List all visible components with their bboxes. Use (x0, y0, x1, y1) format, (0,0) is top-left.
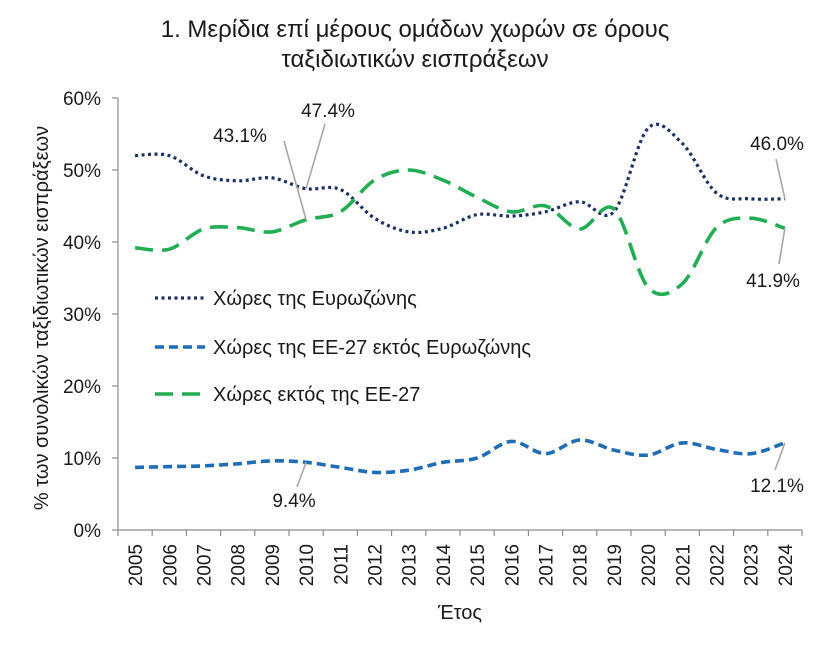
series-group (134, 122, 786, 475)
x-tick-label: 2012 (366, 544, 387, 586)
x-tick-label: 2015 (468, 544, 489, 586)
x-tick-label: 2007 (195, 544, 216, 586)
x-tick-label: 2006 (160, 544, 181, 586)
series-line-non-eu27 (134, 168, 786, 297)
x-tick-label: 2019 (605, 544, 626, 586)
x-tick-label: 2017 (537, 544, 558, 586)
axes: 0% 10% 20% 30% 40% 50% 60% 2005 2006 2007 2008 2009… (63, 89, 803, 587)
series-line-eu27-non-eurozone (135, 438, 786, 475)
y-tick-label: 50% (63, 161, 101, 182)
data-label: 9.4% (272, 491, 315, 512)
x-tick-label: 2005 (126, 544, 147, 586)
data-label-leader-line (778, 228, 786, 265)
data-label: 46.0% (750, 134, 804, 155)
x-tick-label: 2021 (673, 544, 694, 586)
x-tick-label: 2008 (229, 544, 250, 586)
legend-label: Χώρες της Ευρωζώνης (213, 288, 417, 310)
x-tick-label: 2024 (776, 544, 797, 587)
data-label-leader-line (305, 123, 326, 189)
legend-label: Χώρες της ΕΕ-27 εκτός Ευρωζώνης (213, 337, 531, 359)
data-labels: 43.1% 47.4% 46.0% 41.9% 9.4% 12.1% (213, 101, 804, 512)
x-tick-label: 2023 (742, 544, 763, 586)
y-tick-label: 20% (63, 377, 101, 398)
legend-item: Χώρες της ΕΕ-27 εκτός Ευρωζώνης (155, 337, 531, 359)
y-tick-label: 40% (63, 233, 101, 254)
legend: Χώρες της Ευρωζώνης Χώρες της ΕΕ-27 εκτός… (155, 288, 531, 406)
data-label-leader-line (296, 462, 307, 488)
data-label: 12.1% (750, 476, 804, 497)
x-tick-label: 2022 (708, 544, 729, 586)
series-line-eurozone (135, 122, 785, 235)
y-tick-label: 10% (63, 449, 101, 470)
y-tick-label: 30% (63, 305, 101, 326)
y-tick-label: 60% (63, 89, 101, 110)
y-tick-label: 0% (74, 521, 102, 542)
legend-label: Χώρες εκτός της ΕΕ-27 (213, 384, 420, 406)
x-tick-label: 2013 (400, 544, 421, 586)
y-axis-title: % των συνολικών ταξιδιωτικών εισπράξεων (31, 126, 53, 510)
x-tick-label: 2009 (263, 544, 284, 586)
x-tick-label: 2016 (502, 544, 523, 586)
x-tick-label: 2018 (571, 544, 592, 586)
data-label-leader-line (774, 442, 786, 471)
x-axis-title: Έτος (437, 602, 482, 624)
legend-item: Χώρες εκτός της ΕΕ-27 (155, 384, 420, 406)
data-label-leader-line (775, 158, 786, 199)
x-tick-label: 2014 (434, 544, 455, 587)
x-tick-label: 2020 (639, 544, 660, 586)
x-tick-label: 2010 (297, 544, 318, 586)
data-label: 43.1% (213, 126, 267, 147)
chart-title-line-1: 1. Μερίδια επί μέρους ομάδων χωρών σε όρ… (161, 16, 670, 43)
data-label: 47.4% (301, 101, 355, 122)
chart-title-line-2: ταξιδιωτικών εισπράξεων (281, 46, 548, 73)
legend-item: Χώρες της Ευρωζώνης (155, 288, 417, 310)
data-label-leader-line (283, 140, 307, 220)
data-label: 41.9% (746, 271, 800, 292)
x-tick-label: 2011 (331, 544, 352, 585)
